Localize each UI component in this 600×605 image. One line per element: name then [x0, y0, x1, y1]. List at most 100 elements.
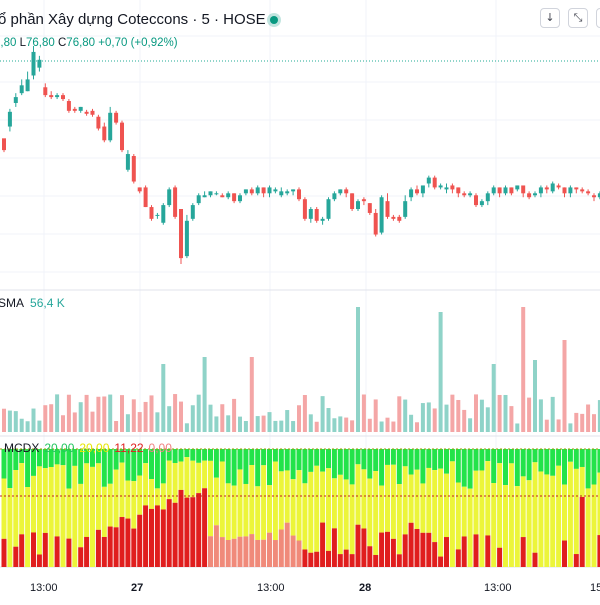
mcdx-red-bar	[420, 532, 426, 567]
mcdx-green-bar	[261, 449, 267, 466]
mcdx-red-bar	[320, 522, 326, 567]
mcdx-green-bar	[550, 449, 556, 476]
x-axis-label: 27	[131, 582, 144, 594]
mcdx-green-bar	[331, 449, 337, 479]
mcdx-red-bar	[597, 535, 600, 567]
mcdx-red-bar	[461, 536, 467, 567]
mcdx-yellow-bar	[119, 462, 125, 518]
mcdx-green-bar	[149, 449, 154, 480]
mcdx-yellow-bar	[308, 471, 314, 553]
volume-bar	[379, 421, 384, 432]
mcdx-green-bar	[125, 449, 131, 481]
mcdx-green-bar	[385, 449, 390, 465]
candle-body	[302, 199, 307, 219]
volume-bar	[96, 396, 101, 432]
mcdx-red-bar	[143, 505, 149, 567]
candle-body	[49, 95, 54, 98]
mcdx-yellow-bar	[562, 484, 567, 541]
volume-bar	[19, 418, 24, 432]
volume-bar	[550, 396, 555, 432]
mcdx-green-bar	[508, 449, 514, 464]
mcdx-green-bar	[166, 449, 172, 461]
mcdx-value-2: 20,00	[79, 441, 110, 455]
mcdx-yellow-bar	[320, 471, 326, 523]
scroll-down-icon[interactable]: ↓	[540, 8, 560, 28]
candle-body	[468, 193, 473, 196]
volume-bar	[55, 394, 60, 432]
mcdx-green-bar	[461, 449, 467, 487]
candle-body	[332, 193, 337, 200]
mcdx-red-bar	[296, 540, 302, 567]
mcdx-yellow-bar	[326, 468, 331, 551]
mcdx-green-bar	[408, 449, 414, 475]
mcdx-green-bar	[579, 449, 585, 467]
mcdx-green-bar	[249, 449, 255, 466]
mcdx-red-bar	[78, 547, 84, 567]
volume-bar	[592, 414, 596, 432]
mcdx-green-bar	[314, 449, 320, 466]
mcdx-yellow-bar	[461, 486, 467, 537]
mcdx-yellow-bar	[520, 476, 526, 538]
volume-bar	[279, 420, 284, 432]
volume-bar	[196, 394, 201, 432]
candle-body	[326, 199, 331, 219]
candle-body	[31, 51, 36, 76]
candle-body	[220, 195, 225, 198]
mcdx-red-bar	[225, 540, 231, 567]
mcdx-green-bar	[113, 449, 119, 470]
volume-bar	[332, 418, 337, 432]
candle-body	[538, 187, 543, 194]
mcdx-yellow-bar	[48, 467, 54, 567]
candle-body	[344, 189, 349, 194]
candle-body	[84, 111, 89, 114]
mcdx-yellow-bar	[337, 474, 343, 555]
volume-bar	[273, 420, 278, 432]
mcdx-green-bar	[302, 449, 308, 484]
volume-bar	[131, 399, 136, 432]
volume-bar	[179, 401, 183, 432]
mcdx-green-bar	[72, 449, 78, 466]
mcdx-yellow-bar	[113, 469, 119, 528]
volume-bar	[326, 408, 331, 432]
candle-body	[479, 201, 484, 206]
volume-bar	[267, 412, 272, 432]
volume-bar	[37, 420, 42, 432]
candle-body	[574, 187, 579, 190]
mcdx-green-bar	[438, 449, 444, 469]
close-icon[interactable]: ✕	[596, 8, 600, 28]
mcdx-green-bar	[13, 449, 19, 471]
mcdx-red-bar	[290, 535, 296, 567]
mcdx-green-bar	[190, 449, 196, 461]
mcdx-yellow-bar	[455, 482, 461, 550]
candle-body	[214, 193, 219, 195]
mcdx-red-bar	[343, 549, 349, 567]
mcdx-red-bar	[237, 536, 243, 567]
mcdx-red-bar	[438, 556, 444, 567]
mcdx-red-bar	[160, 509, 166, 567]
mcdx-yellow-bar	[255, 486, 261, 540]
mcdx-red-bar	[314, 551, 320, 567]
volume-bar	[137, 412, 142, 432]
symbol-title[interactable]: ổ phần Xây dựng Coteccons · 5 · HOSE	[0, 11, 266, 28]
market-open-dot-icon	[270, 16, 278, 24]
mcdx-green-bar	[119, 449, 125, 463]
mcdx-red-bar	[426, 532, 432, 567]
volume-bar	[167, 406, 172, 432]
mcdx-green-bar	[60, 449, 66, 466]
maximize-icon[interactable]: ⤡	[568, 8, 588, 28]
candle-body	[285, 191, 290, 194]
mcdx-green-bar	[160, 449, 166, 484]
mcdx-yellow-bar	[355, 464, 361, 525]
candle-body	[438, 185, 443, 188]
mcdx-yellow-bar	[72, 465, 78, 567]
mcdx-red-bar	[202, 488, 208, 567]
mcdx-green-bar	[473, 449, 479, 471]
volume-bar	[344, 417, 349, 432]
mcdx-red-bar	[402, 534, 408, 567]
candle-body	[72, 108, 77, 111]
mcdx-green-bar	[31, 449, 36, 476]
candle-body	[350, 193, 355, 210]
mcdx-yellow-bar	[302, 483, 308, 550]
